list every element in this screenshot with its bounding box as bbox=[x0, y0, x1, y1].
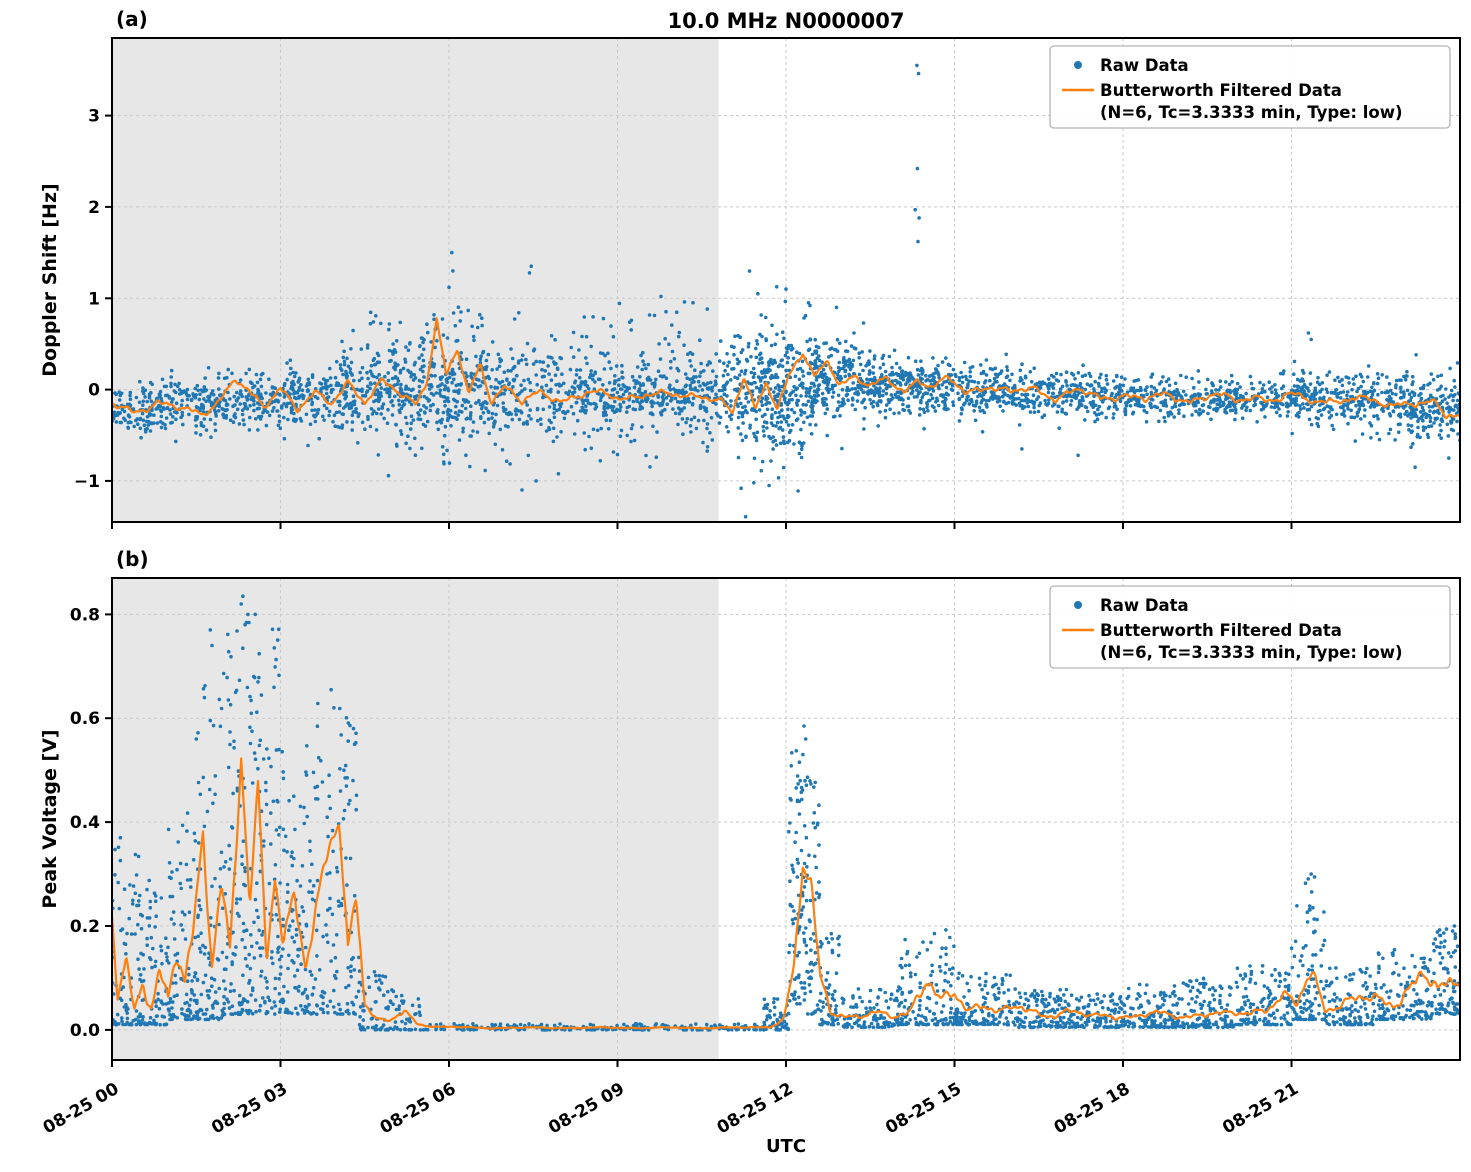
butterworth-filtered-line bbox=[112, 757, 1460, 1030]
legend-filtered-params: (N=6, Tc=3.3333 min, Type: low) bbox=[1100, 643, 1403, 662]
y-tick-label: 0 bbox=[88, 381, 100, 401]
legend-box bbox=[1049, 45, 1451, 129]
x-axis-label-utc: UTC bbox=[766, 1136, 806, 1157]
y-tick-label: 0.2 bbox=[70, 917, 100, 937]
legend-box bbox=[1049, 585, 1451, 669]
legend-filtered-label: Butterworth Filtered Data bbox=[1100, 81, 1342, 100]
raw-data-points bbox=[112, 63, 1460, 519]
panel-label-b: (b) bbox=[116, 547, 149, 571]
legend-b: Raw Data Butterworth Filtered Data (N=6, T… bbox=[1049, 585, 1451, 669]
legend-raw-label: Raw Data bbox=[1100, 56, 1189, 75]
chart-title: 10.0 MHz N0000007 bbox=[668, 9, 905, 33]
panel-b: 0.0 0.2 0.4 0.6 0.8 (b) Peak Voltage [V] Raw Da… bbox=[39, 547, 1461, 1067]
panel-a: −1 0 1 2 3 (a) 10.0 MHz N0000007 Doppler Shift … bbox=[39, 7, 1461, 529]
legend-raw-label: Raw Data bbox=[1100, 596, 1189, 615]
y-tick-label: 1 bbox=[88, 289, 100, 309]
night-shade-region bbox=[112, 578, 719, 1060]
legend-filtered-label: Butterworth Filtered Data bbox=[1100, 621, 1342, 640]
legend-a: Raw Data Butterworth Filtered Data (N=6, T… bbox=[1049, 45, 1451, 129]
y-axis-label-a: Doppler Shift [Hz] bbox=[39, 183, 61, 376]
raw-data-points bbox=[112, 594, 1460, 1032]
butterworth-filtered-line bbox=[112, 317, 1460, 420]
y-tick-label: 0.8 bbox=[70, 605, 100, 625]
raw-data-marker-icon bbox=[1074, 61, 1082, 69]
legend-filtered-params: (N=6, Tc=3.3333 min, Type: low) bbox=[1100, 103, 1403, 122]
y-axis-label-b: Peak Voltage [V] bbox=[39, 729, 61, 908]
y-tick-label: 2 bbox=[88, 198, 100, 218]
night-shade-region bbox=[112, 38, 719, 522]
y-tick-label: −1 bbox=[74, 472, 100, 492]
y-tick-label: 0.6 bbox=[70, 709, 100, 729]
raw-data-marker-icon bbox=[1074, 601, 1082, 609]
y-tick-label: 3 bbox=[88, 107, 100, 127]
y-tick-label: 0.4 bbox=[70, 813, 100, 833]
y-tick-label: 0.0 bbox=[70, 1021, 100, 1041]
panel-label-a: (a) bbox=[116, 7, 148, 31]
